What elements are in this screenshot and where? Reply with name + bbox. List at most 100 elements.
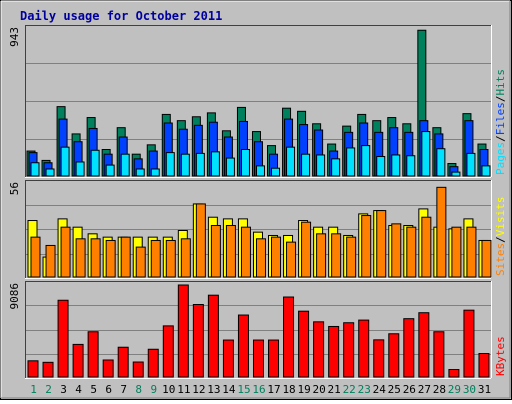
bar-pages — [45, 168, 55, 177]
bar-sites — [301, 221, 312, 278]
bar-kbytes — [358, 319, 370, 378]
bar-sites — [316, 233, 327, 278]
bar-kbytes — [102, 359, 114, 378]
x-day-label: 10 — [162, 383, 175, 396]
bar-sites — [45, 244, 56, 278]
bar-pages — [210, 151, 220, 177]
x-day-label: 2 — [45, 383, 52, 396]
panel-bottom — [25, 281, 492, 379]
bar-kbytes — [162, 325, 174, 378]
x-day-label: 24 — [373, 383, 387, 396]
bar-pages — [195, 152, 205, 177]
bar-pages — [286, 146, 296, 177]
bar-kbytes — [268, 339, 280, 378]
x-day-label: 21 — [328, 383, 341, 396]
x-day-label: 18 — [282, 383, 295, 396]
bar-kbytes — [328, 325, 340, 378]
legend-sites: Sites — [494, 243, 507, 276]
x-day-label: 15 — [237, 383, 250, 396]
bar-kbytes — [298, 310, 310, 378]
bar-sites — [421, 216, 432, 278]
bar-pages — [316, 154, 326, 177]
right-label-middle: Sites/Visits — [494, 197, 507, 277]
bar-kbytes — [222, 339, 234, 378]
bar-pages — [150, 168, 160, 177]
bar-kbytes — [478, 353, 490, 378]
bar-pages — [346, 147, 356, 177]
y-max-label-middle: 56 — [8, 182, 21, 195]
bar-pages — [90, 149, 100, 177]
x-day-label: 28 — [433, 383, 446, 396]
bar-sites — [210, 225, 221, 278]
bar-pages — [406, 155, 416, 177]
bar-kbytes — [192, 304, 204, 378]
legend-visits: Visits — [494, 197, 507, 237]
bar-pages — [30, 162, 40, 177]
bar-pages — [135, 168, 145, 177]
x-day-label: 31 — [478, 383, 491, 396]
bar-sites — [481, 239, 492, 278]
x-axis-day-labels: 1 2 3 4 5 6 7 8 9 10 11 12 13 14 15 16 17 18 19 20 21 22 23 24 2… — [30, 383, 491, 396]
x-day-label: 1 — [30, 383, 37, 396]
x-day-label: 23 — [358, 383, 371, 396]
bar-pages — [240, 148, 250, 177]
bar-pages — [376, 156, 386, 177]
bar-kbytes — [388, 333, 400, 378]
bar-kbytes — [313, 321, 325, 378]
bar-sites — [451, 226, 462, 278]
bar-sites — [466, 226, 477, 278]
bar-pages — [466, 152, 476, 177]
y-max-label-top: 943 — [8, 27, 21, 47]
bar-pages — [331, 158, 341, 177]
x-day-label: 6 — [105, 383, 112, 396]
chart-panels — [25, 25, 492, 379]
x-day-label: 19 — [297, 383, 310, 396]
bar-kbytes — [373, 339, 385, 378]
bar-sites — [75, 238, 86, 278]
x-day-label: 5 — [90, 383, 97, 396]
bar-kbytes — [117, 346, 129, 378]
x-day-label: 12 — [192, 383, 205, 396]
bar-pages — [75, 161, 85, 177]
x-day-label: 22 — [343, 383, 356, 396]
bar-pages — [481, 165, 491, 177]
x-day-label: 8 — [135, 383, 142, 396]
bar-kbytes — [87, 331, 99, 378]
x-day-label: 13 — [207, 383, 220, 396]
legend-files: Files — [494, 102, 507, 135]
x-day-label: 3 — [60, 383, 67, 396]
bar-kbytes — [147, 348, 159, 378]
panel-top — [25, 25, 492, 178]
legend-kbytes: KBytes — [494, 336, 507, 376]
bar-sites — [195, 203, 206, 278]
bar-sites — [180, 238, 191, 278]
bar-kbytes — [27, 360, 39, 378]
x-day-label: 25 — [388, 383, 401, 396]
x-day-label: 11 — [177, 383, 190, 396]
bar-pages — [301, 153, 311, 177]
bar-sites — [271, 236, 282, 278]
right-label-bottom: KBytes — [494, 336, 507, 376]
x-day-label: 20 — [313, 383, 326, 396]
y-axis-labels: 943 56 9086 — [8, 27, 21, 310]
bar-sites — [225, 225, 236, 278]
bar-sites — [346, 236, 357, 278]
panel-middle — [25, 180, 492, 279]
legend-separator: / — [494, 96, 507, 103]
bar-kbytes — [433, 331, 445, 378]
bar-sites — [165, 239, 176, 278]
x-day-label: 27 — [418, 383, 431, 396]
chart-title: Daily usage for October 2011 — [20, 9, 222, 23]
bar-pages — [165, 152, 175, 177]
bar-pages — [180, 153, 190, 177]
bar-pages — [361, 145, 371, 177]
bar-kbytes — [42, 361, 54, 378]
bar-pages — [255, 165, 265, 177]
bar-sites — [105, 239, 116, 278]
bar-pages — [451, 171, 461, 177]
legend-separator: / — [494, 236, 507, 243]
bar-pages — [60, 146, 70, 177]
bar-kbytes — [448, 369, 460, 378]
bar-kbytes — [177, 284, 189, 378]
